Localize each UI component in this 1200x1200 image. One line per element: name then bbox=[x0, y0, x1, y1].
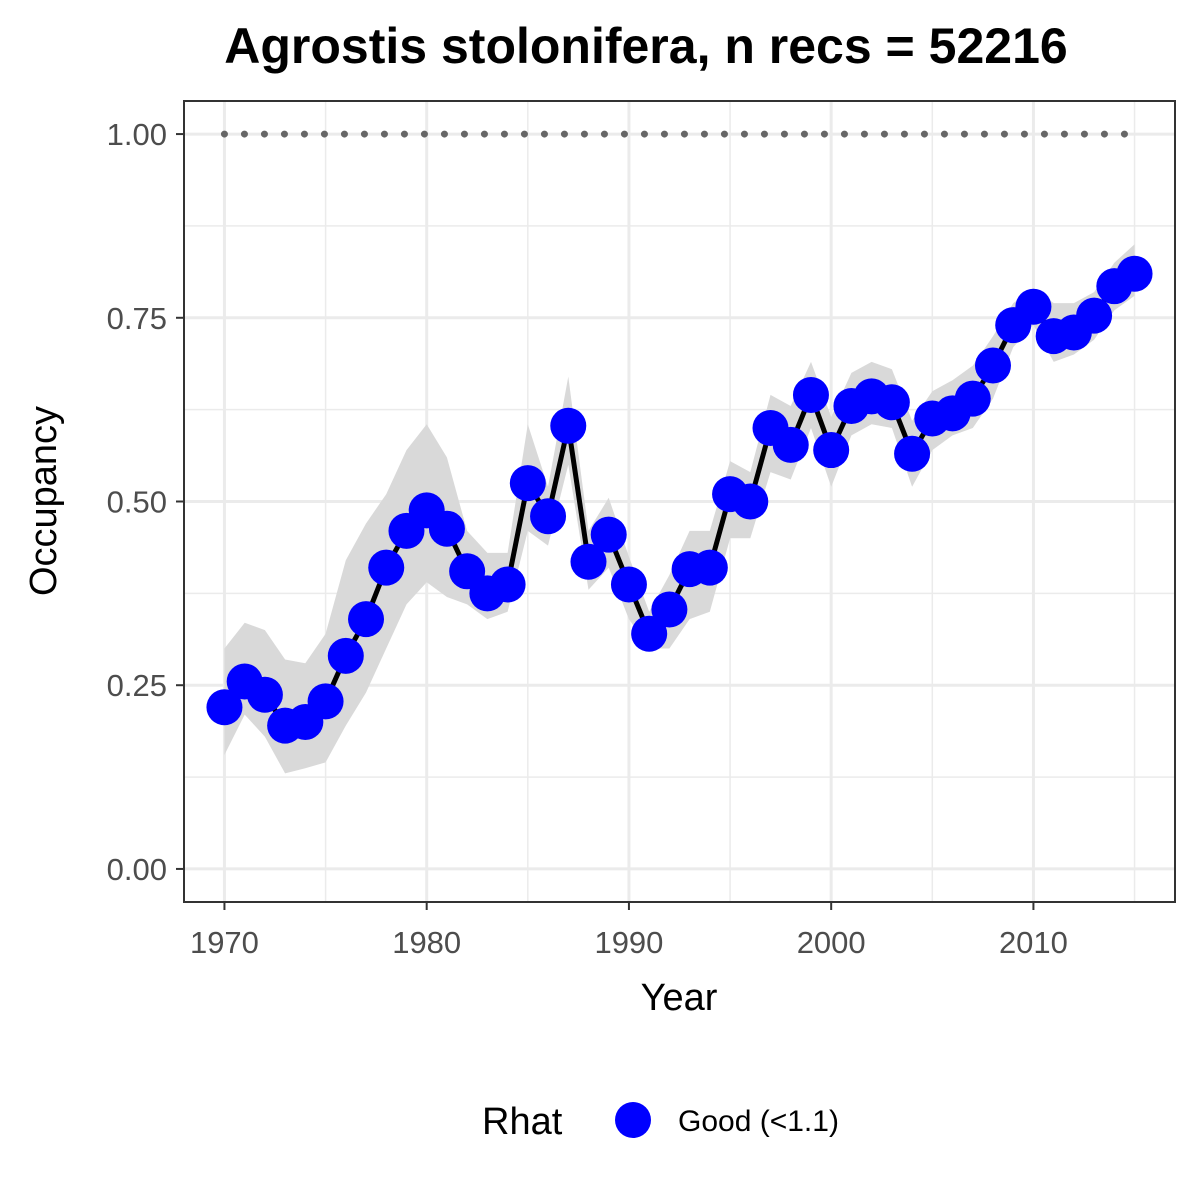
data-point bbox=[651, 591, 688, 628]
data-point bbox=[489, 566, 526, 603]
x-tick-label: 2010 bbox=[999, 925, 1068, 960]
legend-key-point bbox=[615, 1102, 651, 1138]
data-point bbox=[307, 683, 344, 720]
y-tick-label: 1.00 bbox=[107, 117, 167, 152]
data-point bbox=[954, 380, 991, 417]
data-point bbox=[348, 601, 385, 638]
legend-label: Good (<1.1) bbox=[678, 1105, 839, 1138]
legend-title: Rhat bbox=[482, 1101, 563, 1143]
data-point bbox=[246, 676, 283, 713]
x-tick-label: 1980 bbox=[392, 925, 461, 960]
data-point bbox=[873, 384, 910, 421]
data-point bbox=[894, 435, 931, 472]
data-point bbox=[1116, 255, 1153, 292]
data-point bbox=[530, 498, 567, 535]
data-point bbox=[1076, 297, 1113, 334]
y-tick-label: 0.50 bbox=[107, 485, 167, 520]
data-point bbox=[428, 510, 465, 547]
chart-title: Agrostis stolonifera, n recs = 52216 bbox=[224, 18, 1067, 74]
legend: Rhat Good (<1.1) bbox=[482, 1101, 839, 1143]
data-point bbox=[813, 432, 850, 469]
data-point bbox=[792, 376, 829, 413]
y-tick-label: 0.00 bbox=[107, 852, 167, 887]
x-axis-title: Year bbox=[641, 977, 718, 1019]
x-tick-label: 1970 bbox=[190, 925, 259, 960]
data-point bbox=[206, 689, 243, 726]
data-point bbox=[327, 637, 364, 674]
trend-line bbox=[222, 271, 1136, 729]
trend-line-layer bbox=[222, 271, 1136, 729]
data-point bbox=[974, 347, 1011, 384]
data-point bbox=[550, 407, 587, 444]
y-axis-title: Occupancy bbox=[23, 406, 65, 596]
x-axis: 1970 1980 1990 2000 2010 bbox=[190, 902, 1068, 960]
data-point bbox=[610, 566, 647, 603]
data-points-layer bbox=[206, 255, 1153, 744]
data-point bbox=[1015, 288, 1052, 325]
y-tick-label: 0.25 bbox=[107, 668, 167, 703]
data-point bbox=[691, 549, 728, 586]
data-point bbox=[509, 465, 546, 502]
panel bbox=[183, 100, 1176, 903]
x-tick-label: 1990 bbox=[594, 925, 663, 960]
y-tick-label: 0.75 bbox=[107, 301, 167, 336]
data-point bbox=[772, 426, 809, 463]
x-tick-label: 2000 bbox=[797, 925, 866, 960]
data-point bbox=[570, 543, 607, 580]
y-axis: 0.00 0.25 0.50 0.75 1.00 bbox=[107, 117, 184, 887]
data-point bbox=[368, 549, 405, 586]
data-point bbox=[590, 516, 627, 553]
data-point bbox=[631, 615, 668, 652]
data-point bbox=[732, 483, 769, 520]
